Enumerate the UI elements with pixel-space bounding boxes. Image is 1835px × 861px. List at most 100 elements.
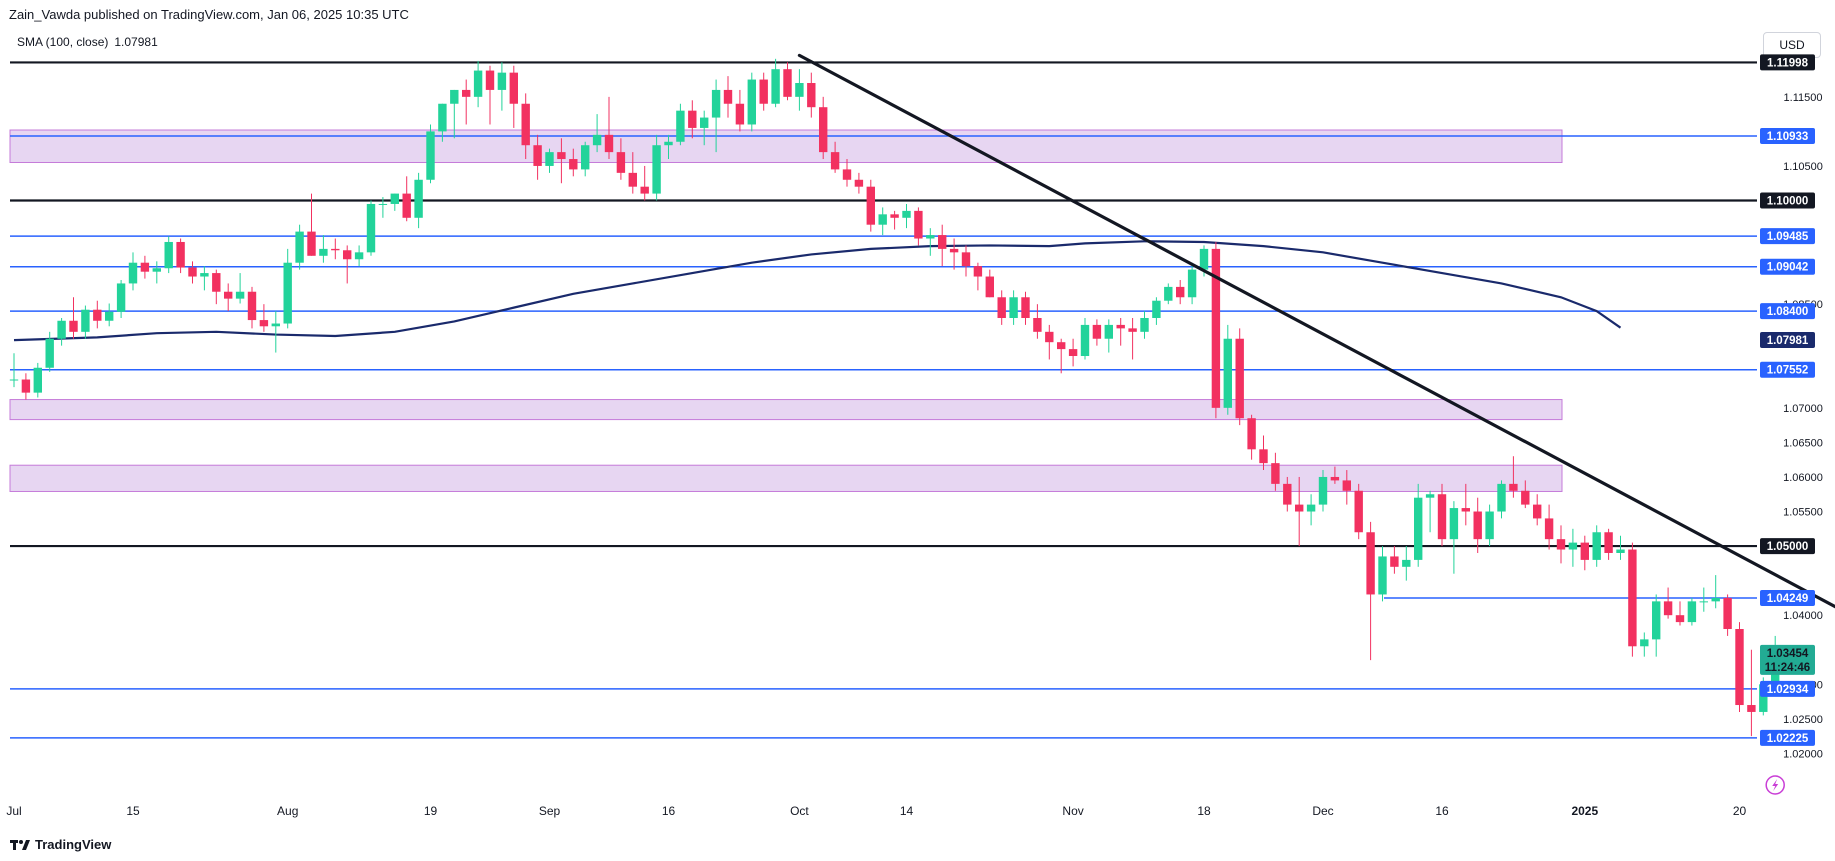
sma-indicator-legend[interactable]: SMA (100, close) 1.07981 xyxy=(17,35,158,49)
tag-current-price: 1.03454 11:24:46 xyxy=(1760,644,1815,675)
tag-1.04249: 1.04249 xyxy=(1760,589,1815,606)
candle-body-127 xyxy=(1521,490,1530,505)
candle-body-31 xyxy=(378,203,388,205)
candle-4 xyxy=(57,317,66,346)
candle-body-12 xyxy=(152,268,161,272)
x-tick-Aug: Aug xyxy=(277,804,298,818)
candle-7 xyxy=(93,300,102,329)
candle-27 xyxy=(331,238,340,260)
zone-0 xyxy=(9,129,1563,163)
candle-112 xyxy=(1342,470,1351,505)
candle-body-53 xyxy=(640,186,649,194)
candle-76 xyxy=(914,207,923,246)
candle-139 xyxy=(1663,587,1673,619)
candle-body-33 xyxy=(402,193,411,218)
candle-body-113 xyxy=(1354,490,1363,533)
candle-10 xyxy=(128,252,138,291)
tag-1.07552: 1.07552 xyxy=(1760,361,1815,378)
candle-body-122 xyxy=(1461,508,1470,512)
candle-133 xyxy=(1592,525,1601,567)
tag-sma-bg xyxy=(1760,332,1815,349)
candle-body-114 xyxy=(1366,532,1375,595)
candle-body-104 xyxy=(1247,418,1256,450)
candle-body-15 xyxy=(188,267,197,277)
candle-97 xyxy=(1164,283,1173,305)
candle-body-130 xyxy=(1556,539,1566,550)
y-tick-1.02500: 1.02500 xyxy=(1783,714,1823,726)
tag-1.09042-bg xyxy=(1760,258,1815,275)
tag-current-price-countdown: 11:24:46 xyxy=(1765,662,1810,674)
candle-body-75 xyxy=(902,210,911,218)
candle-61 xyxy=(735,89,745,132)
candle-body-36 xyxy=(438,103,447,132)
candle-140 xyxy=(1675,601,1685,626)
candle-body-137 xyxy=(1640,639,1649,647)
candle-body-88 xyxy=(1057,342,1066,350)
candle-body-74 xyxy=(890,214,899,218)
tradingview-brand[interactable]: TradingView xyxy=(10,837,111,852)
candle-145 xyxy=(1735,622,1744,712)
candle-body-76 xyxy=(914,210,923,239)
candle-body-6 xyxy=(81,309,90,332)
candle-118 xyxy=(1414,483,1423,567)
candle-body-123 xyxy=(1473,511,1482,540)
candle-110 xyxy=(1318,470,1328,512)
candle-81 xyxy=(973,262,983,291)
candle-50 xyxy=(604,96,614,160)
tag-1.11998-bg xyxy=(1760,54,1815,71)
candle-body-65 xyxy=(783,69,792,97)
candle-65 xyxy=(783,62,792,101)
candle-body-22 xyxy=(271,323,280,327)
candle-37 xyxy=(450,89,459,139)
tag-1.10933-label: 1.10933 xyxy=(1767,131,1809,143)
candle-111 xyxy=(1330,466,1340,484)
tag-current-price-label: 1.03454 xyxy=(1767,648,1809,660)
candle-113 xyxy=(1354,483,1363,540)
candle-11 xyxy=(140,255,150,279)
downtrend-line xyxy=(797,53,1835,609)
candle-74 xyxy=(890,210,899,230)
tag-1.07552-bg xyxy=(1760,361,1815,378)
candle-body-52 xyxy=(628,172,637,187)
candle-138 xyxy=(1652,594,1661,657)
publisher-caption: Zain_Vawda published on TradingView.com,… xyxy=(9,7,409,22)
candle-body-126 xyxy=(1509,483,1518,491)
candle-body-80 xyxy=(961,252,971,267)
candle-135 xyxy=(1616,535,1625,560)
candle-126 xyxy=(1509,456,1518,498)
candle-94 xyxy=(1128,317,1137,360)
x-tick-Sep: Sep xyxy=(539,804,561,818)
candle-32 xyxy=(390,193,399,211)
sma-line-group xyxy=(13,240,1622,342)
candle-body-43 xyxy=(521,103,530,146)
candle-136 xyxy=(1628,542,1637,657)
candle-body-55 xyxy=(664,141,673,146)
x-tick-16: 16 xyxy=(662,804,676,818)
candle-body-106 xyxy=(1271,463,1280,484)
candle-body-87 xyxy=(1045,331,1054,343)
candle-22 xyxy=(271,311,280,353)
tag-1.09485-label: 1.09485 xyxy=(1767,231,1809,243)
candle-24 xyxy=(295,224,304,270)
tag-1.10000-bg xyxy=(1760,192,1815,209)
candle-body-46 xyxy=(557,152,566,160)
y-tick-1.02000: 1.02000 xyxy=(1783,748,1823,760)
candle-body-32 xyxy=(390,193,399,204)
candle-137 xyxy=(1640,632,1649,657)
tag-1.10000-label: 1.10000 xyxy=(1767,196,1809,208)
currency-button[interactable]: USD xyxy=(1763,32,1821,58)
candle-90 xyxy=(1080,317,1090,360)
candle-25 xyxy=(307,193,316,256)
candle-body-60 xyxy=(723,89,733,104)
candle-body-3 xyxy=(45,338,54,368)
candle-body-94 xyxy=(1128,328,1137,332)
candle-body-26 xyxy=(319,248,328,256)
candle-body-118 xyxy=(1414,497,1423,560)
candle-body-105 xyxy=(1259,449,1268,464)
candle-68 xyxy=(819,96,828,160)
x-tick-14: 14 xyxy=(900,804,914,818)
candle-119 xyxy=(1425,490,1435,533)
tag-sma: 1.07981 xyxy=(1760,332,1815,349)
tag-1.11998-label: 1.11998 xyxy=(1767,57,1809,69)
